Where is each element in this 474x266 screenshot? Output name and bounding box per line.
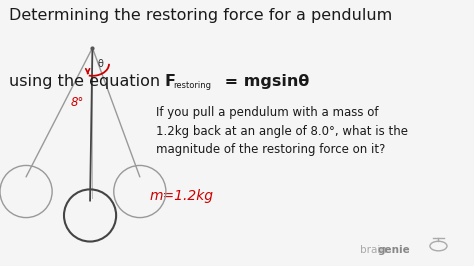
Text: restoring: restoring [173, 81, 211, 90]
Text: m=1.2kg: m=1.2kg [149, 189, 213, 203]
Text: 8°: 8° [71, 96, 84, 109]
Text: = mgsinθ: = mgsinθ [219, 74, 309, 89]
Text: F: F [165, 74, 176, 89]
Text: brain: brain [360, 245, 387, 255]
Text: Determining the restoring force for a pendulum: Determining the restoring force for a pe… [9, 8, 393, 23]
Text: using the equation: using the equation [9, 74, 166, 89]
Text: genie: genie [378, 245, 410, 255]
Text: If you pull a pendulum with a mass of
1.2kg back at an angle of 8.0°, what is th: If you pull a pendulum with a mass of 1.… [156, 106, 409, 156]
Text: θ: θ [97, 59, 103, 69]
